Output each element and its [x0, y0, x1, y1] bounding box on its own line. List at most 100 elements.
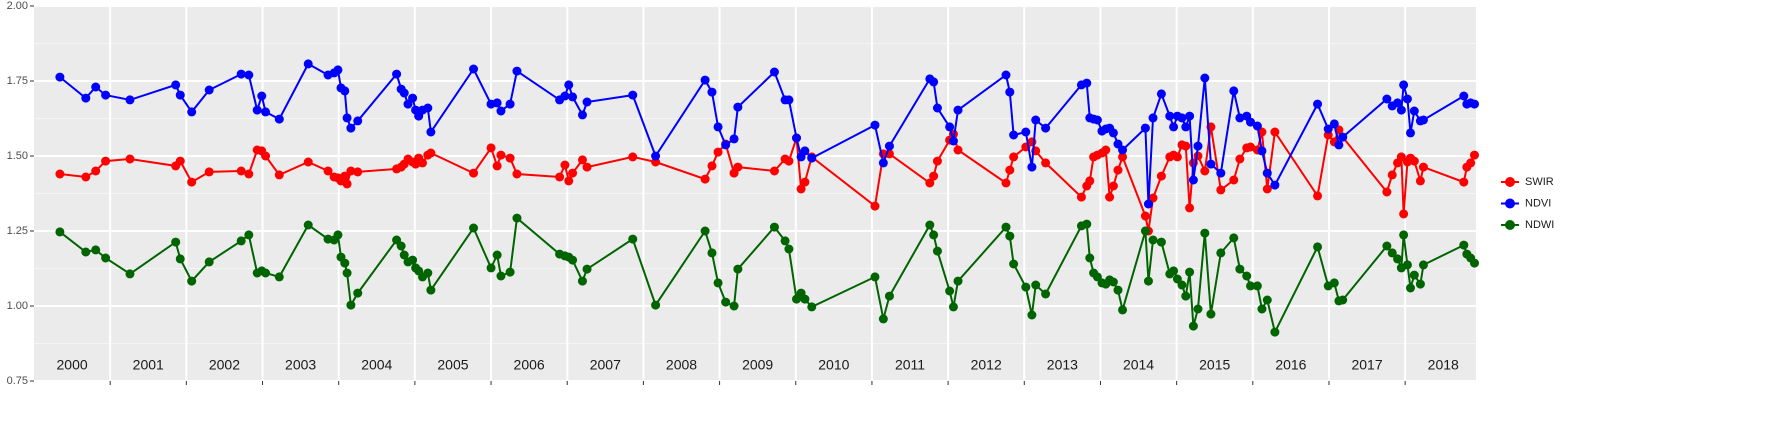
point — [426, 127, 436, 137]
point — [125, 154, 135, 164]
point — [1143, 276, 1153, 286]
point — [236, 166, 246, 176]
point — [392, 69, 402, 79]
point — [342, 179, 352, 189]
point — [1118, 145, 1128, 155]
point — [346, 123, 356, 133]
point — [925, 220, 935, 230]
point — [800, 146, 810, 156]
point — [1005, 87, 1015, 97]
point — [1156, 171, 1166, 181]
point — [1200, 228, 1210, 238]
point — [417, 158, 427, 168]
point — [175, 156, 185, 166]
point — [1156, 89, 1166, 99]
point — [713, 147, 723, 157]
point — [274, 272, 284, 282]
point — [496, 106, 506, 116]
point — [1216, 185, 1226, 195]
point — [1181, 122, 1191, 132]
year-label: 2004 — [361, 357, 392, 373]
point — [512, 169, 522, 179]
point — [1156, 237, 1166, 247]
point — [423, 103, 433, 113]
point — [252, 105, 262, 115]
point — [408, 93, 418, 103]
point — [399, 250, 409, 260]
point — [171, 237, 181, 247]
point — [800, 177, 810, 187]
point — [342, 268, 352, 278]
point — [1101, 145, 1111, 155]
point — [929, 230, 939, 240]
year-label: 2017 — [1351, 357, 1382, 373]
legend-label: NDVI — [1525, 197, 1551, 209]
point — [1216, 248, 1226, 258]
year-label: 2003 — [285, 357, 316, 373]
legend-swatch — [1505, 220, 1515, 230]
point — [1082, 78, 1092, 88]
point — [1329, 278, 1339, 288]
point — [187, 177, 197, 187]
point — [1313, 242, 1323, 252]
point — [346, 166, 356, 176]
point — [1415, 279, 1425, 289]
point — [1009, 259, 1019, 269]
point — [1313, 191, 1323, 201]
point — [1169, 266, 1179, 276]
point — [1459, 240, 1469, 250]
point — [1113, 285, 1123, 295]
point — [244, 169, 254, 179]
point — [1257, 146, 1267, 156]
point — [1005, 165, 1015, 175]
point — [1001, 222, 1011, 232]
point — [1143, 199, 1153, 209]
point — [171, 80, 181, 90]
point — [1393, 254, 1403, 264]
point — [932, 246, 942, 256]
point — [274, 114, 284, 124]
point — [342, 113, 352, 123]
point — [244, 70, 254, 80]
point — [505, 99, 515, 109]
point — [1009, 130, 1019, 140]
year-label: 2000 — [57, 357, 88, 373]
point — [512, 66, 522, 76]
point — [236, 69, 246, 79]
point — [1216, 168, 1226, 178]
point — [707, 87, 717, 97]
point — [721, 297, 731, 307]
point — [1001, 70, 1011, 80]
point — [1113, 165, 1123, 175]
point — [1076, 192, 1086, 202]
point — [1140, 123, 1150, 133]
year-label: 2013 — [1047, 357, 1078, 373]
point — [81, 172, 91, 182]
point — [1108, 128, 1118, 138]
point — [257, 91, 267, 101]
point — [628, 152, 638, 162]
point — [651, 151, 661, 161]
point — [568, 92, 578, 102]
point — [125, 95, 135, 105]
point — [486, 143, 496, 153]
point — [555, 172, 565, 182]
point — [700, 75, 710, 85]
point — [1246, 117, 1256, 127]
point — [1313, 99, 1323, 109]
year-label: 2012 — [971, 357, 1002, 373]
point — [396, 241, 406, 251]
point — [1252, 121, 1262, 131]
point — [1177, 113, 1187, 123]
y-tick-label: 0.75 — [7, 375, 28, 387]
point — [1270, 127, 1280, 137]
point — [1262, 168, 1272, 178]
point — [932, 103, 942, 113]
point — [303, 157, 313, 167]
point — [707, 161, 717, 171]
point — [323, 166, 333, 176]
point — [1031, 280, 1041, 290]
point — [333, 230, 343, 240]
point — [1396, 152, 1406, 162]
